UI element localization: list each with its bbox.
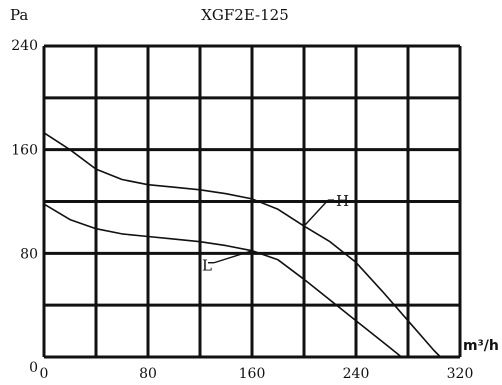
- y-tick-label: 160: [11, 143, 38, 159]
- series-line-h: [43, 132, 442, 358]
- y-tick-label: 80: [20, 246, 38, 262]
- x-tick-label: 0: [40, 366, 49, 382]
- x-tick-label: 240: [343, 366, 370, 382]
- annotation-leader: [213, 250, 253, 264]
- annotation-leader: [303, 199, 329, 227]
- series-line-l: [43, 203, 402, 358]
- x-tick-label: 320: [447, 366, 474, 382]
- y-tick-label: 0: [29, 360, 38, 376]
- series-annotations: HL: [202, 192, 349, 275]
- plot-grid: [42, 44, 462, 359]
- axis-ticks: 0 80 160 240 320 0 80 160 240: [11, 38, 473, 382]
- y-tick-label: 240: [11, 38, 38, 54]
- x-tick-label: 160: [239, 366, 266, 382]
- annotation-label-h: H: [336, 192, 349, 210]
- series-lines: [43, 132, 442, 358]
- annotation-label-l: L: [202, 257, 212, 275]
- y-axis-label: Pa: [10, 6, 28, 24]
- x-tick-label: 80: [139, 366, 157, 382]
- x-axis-unit-label: m³/h: [463, 338, 499, 354]
- chart-title: XGF2E-125: [201, 6, 289, 24]
